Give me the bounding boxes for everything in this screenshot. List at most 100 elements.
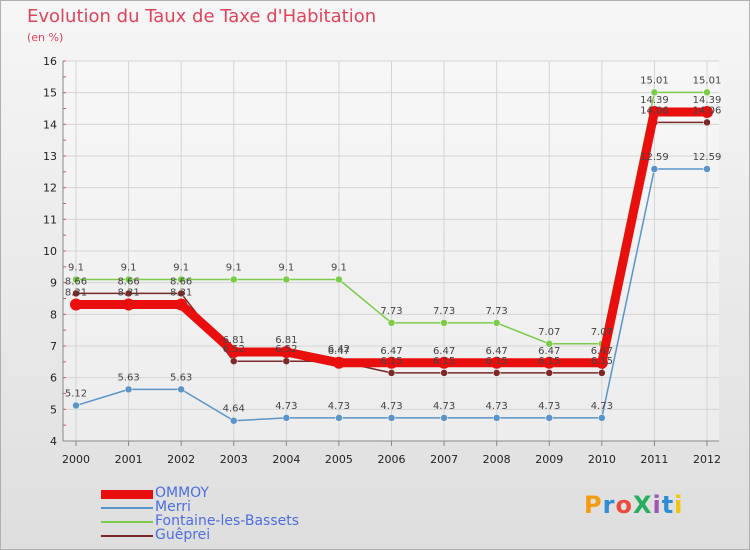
data-label-ommoy: 6.47: [591, 346, 613, 357]
y-tick-label: 8: [50, 308, 57, 321]
data-label-merri: 5.63: [170, 372, 192, 383]
data-label-gu-prei: 6.52: [275, 344, 297, 355]
data-label-ommoy: 8.31: [170, 288, 192, 299]
data-label-gu-prei: 6.15: [538, 356, 560, 367]
data-point-gu-prei: [492, 369, 501, 377]
data-label-ommoy: 6.81: [223, 335, 245, 346]
data-point-fontaine-les-bassets: [650, 88, 659, 97]
proxiti-logo: ProXiti: [584, 491, 684, 519]
x-tick-label: 2002: [167, 453, 195, 466]
data-label-fontaine-les-bassets: 15.01: [640, 75, 669, 86]
data-label-gu-prei: 6.15: [433, 356, 455, 367]
data-label-fontaine-les-bassets: 9.1: [331, 263, 347, 274]
data-label-fontaine-les-bassets: 7.07: [538, 327, 560, 338]
data-point-ommoy: [385, 356, 398, 369]
data-label-merri: 12.59: [693, 152, 722, 163]
legend-label: OMMOY: [155, 485, 209, 501]
y-tick-label: 9: [50, 277, 57, 290]
data-point-gu-prei: [703, 118, 711, 127]
data-label-fontaine-les-bassets: 9.1: [226, 263, 242, 274]
data-label-ommoy: 8.31: [65, 288, 87, 299]
y-tick-label: 15: [43, 87, 57, 100]
data-label-merri: 5.12: [65, 389, 87, 400]
x-tick-label: 2001: [115, 453, 143, 466]
legend-label: Guêprei: [155, 527, 211, 543]
data-label-merri: 5.63: [117, 372, 139, 383]
data-point-ommoy: [227, 346, 240, 359]
data-label-merri: 4.73: [380, 401, 402, 412]
x-tick-label: 2005: [325, 453, 353, 466]
data-label-merri: 4.73: [328, 401, 350, 412]
data-point-fontaine-les-bassets: [230, 275, 238, 284]
data-label-fontaine-les-bassets: 9.1: [278, 263, 294, 274]
data-point-gu-prei: [177, 289, 185, 298]
data-point-ommoy: [122, 298, 135, 311]
data-point-fontaine-les-bassets: [177, 275, 185, 284]
data-point-fontaine-les-bassets: [335, 275, 343, 284]
y-tick-label: 5: [50, 403, 57, 416]
data-point-merri: [598, 414, 606, 422]
data-label-merri: 4.73: [275, 401, 297, 412]
data-point-ommoy: [175, 298, 188, 311]
data-point-ommoy: [70, 298, 82, 311]
data-label-gu-prei: 6.15: [380, 356, 402, 367]
data-point-merri: [335, 414, 343, 422]
y-tick-label: 12: [43, 182, 57, 195]
data-point-merri: [703, 165, 711, 173]
x-tick-label: 2008: [483, 453, 511, 466]
data-label-ommoy: 6.81: [275, 335, 297, 346]
data-label-merri: 4.73: [538, 401, 560, 412]
data-label-gu-prei: 8.66: [117, 276, 139, 287]
data-point-merri: [177, 385, 185, 394]
data-point-merri: [545, 414, 553, 422]
data-point-gu-prei: [72, 289, 80, 298]
y-tick-label: 6: [50, 372, 57, 385]
data-point-merri: [282, 414, 291, 422]
data-label-ommoy: 6.47: [538, 346, 560, 357]
unit-label: (en %): [27, 31, 64, 44]
data-label-fontaine-les-bassets: 9.1: [68, 263, 84, 274]
data-label-fontaine-les-bassets: 7.73: [486, 306, 508, 317]
data-label-ommoy: 6.47: [380, 346, 402, 357]
data-point-gu-prei: [124, 289, 133, 298]
data-label-ommoy: 8.31: [117, 288, 139, 299]
data-point-ommoy: [490, 356, 503, 369]
data-label-ommoy: 14.39: [640, 95, 669, 106]
data-label-merri: 12.59: [640, 152, 669, 163]
data-label-fontaine-les-bassets: 7.73: [433, 306, 455, 317]
data-point-merri: [650, 165, 659, 173]
data-label-fontaine-les-bassets: 9.1: [121, 263, 137, 274]
data-point-gu-prei: [387, 369, 396, 377]
data-point-fontaine-les-bassets: [440, 319, 448, 327]
data-label-gu-prei: 6.52: [223, 344, 245, 355]
data-point-fontaine-les-bassets: [387, 319, 396, 327]
data-label-merri: 4.73: [486, 401, 508, 412]
data-point-gu-prei: [440, 369, 448, 377]
data-point-ommoy: [280, 346, 293, 359]
data-point-fontaine-les-bassets: [545, 340, 553, 348]
data-label-gu-prei: 14.06: [640, 105, 669, 116]
x-tick-label: 2010: [588, 453, 616, 466]
y-tick-label: 14: [43, 118, 57, 131]
data-label-fontaine-les-bassets: 7.07: [591, 327, 613, 338]
x-tick-label: 2007: [430, 453, 458, 466]
data-point-fontaine-les-bassets: [72, 275, 80, 284]
data-label-gu-prei: 8.66: [65, 276, 87, 287]
data-point-gu-prei: [282, 357, 291, 365]
x-tick-label: 2000: [62, 453, 90, 466]
legend-label: Merri: [155, 499, 191, 515]
legend-swatch: [101, 521, 153, 523]
legend-swatch: [101, 535, 153, 537]
x-tick-label: 2003: [220, 453, 248, 466]
data-label-ommoy: 6.47: [486, 346, 508, 357]
x-tick-label: 2012: [693, 453, 721, 466]
data-point-ommoy: [648, 105, 661, 118]
data-point-ommoy: [543, 356, 556, 369]
data-point-merri: [72, 401, 80, 410]
data-point-merri: [387, 414, 396, 422]
data-point-ommoy: [595, 356, 608, 369]
data-label-merri: 4.73: [433, 401, 455, 412]
x-tick-label: 2009: [535, 453, 563, 466]
